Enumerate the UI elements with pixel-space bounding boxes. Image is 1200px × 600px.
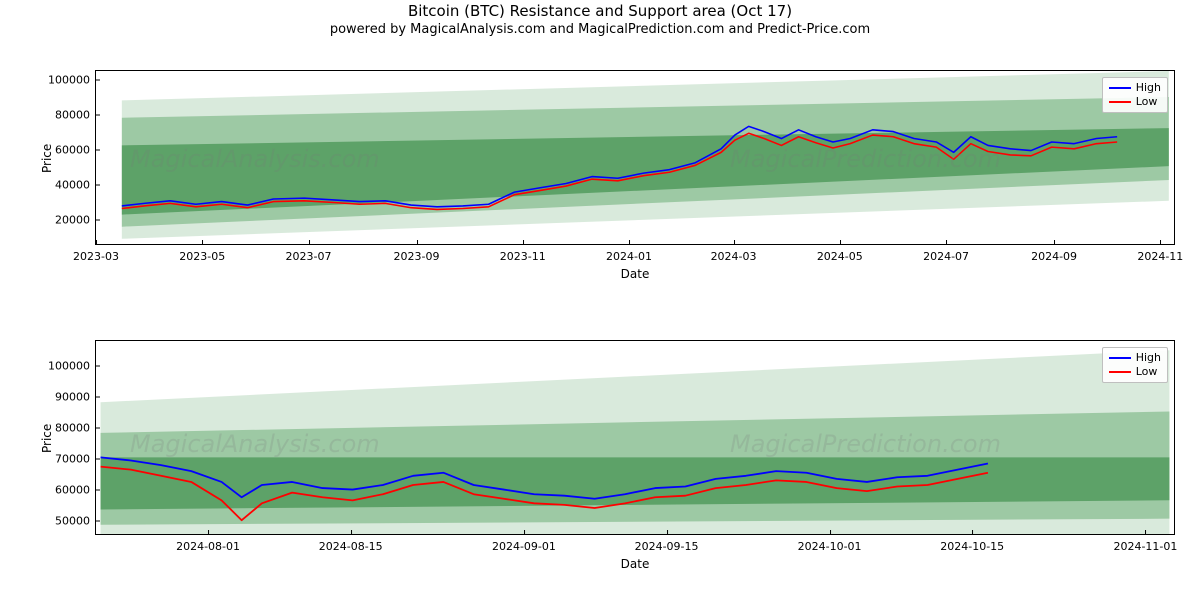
xtick-label: 2024-09 xyxy=(1031,244,1077,263)
legend-swatch xyxy=(1109,357,1131,359)
ytick-label: 100000 xyxy=(48,359,96,372)
ytick-label: 90000 xyxy=(55,390,96,403)
legend-item: High xyxy=(1109,351,1161,365)
xtick-label: 2023-07 xyxy=(286,244,332,263)
ytick-label: 50000 xyxy=(55,514,96,527)
chart-plot-top xyxy=(96,71,1174,244)
xtick-label: 2024-11-01 xyxy=(1113,534,1177,553)
legend-swatch xyxy=(1109,101,1131,103)
legend-item: High xyxy=(1109,81,1161,95)
xtick-label: 2024-01 xyxy=(606,244,652,263)
ytick-label: 60000 xyxy=(55,483,96,496)
xtick-label: 2024-11 xyxy=(1137,244,1183,263)
legend-item: Low xyxy=(1109,95,1161,109)
xtick-label: 2023-11 xyxy=(500,244,546,263)
legend-label: Low xyxy=(1136,365,1158,379)
legend-swatch xyxy=(1109,87,1131,89)
xtick-label: 2024-08-15 xyxy=(319,534,383,553)
legend-label: High xyxy=(1136,351,1161,365)
legend-swatch xyxy=(1109,371,1131,373)
xtick-label: 2024-10-01 xyxy=(798,534,862,553)
xtick-label: 2024-09-15 xyxy=(635,534,699,553)
xtick-label: 2023-05 xyxy=(179,244,225,263)
ylabel-top: Price xyxy=(40,143,54,172)
ytick-label: 100000 xyxy=(48,73,96,86)
xtick-label: 2023-09 xyxy=(394,244,440,263)
figure-title: Bitcoin (BTC) Resistance and Support are… xyxy=(0,2,1200,20)
legend-label: Low xyxy=(1136,95,1158,109)
xtick-label: 2023-03 xyxy=(73,244,119,263)
chart-panel-bottom: HighLow 50000600007000080000900001000002… xyxy=(95,340,1175,535)
ytick-label: 80000 xyxy=(55,108,96,121)
ytick-label: 70000 xyxy=(55,452,96,465)
xtick-label: 2024-10-15 xyxy=(940,534,1004,553)
legend-item: Low xyxy=(1109,365,1161,379)
legend-bottom: HighLow xyxy=(1102,347,1168,383)
xtick-label: 2024-03 xyxy=(711,244,757,263)
xtick-label: 2024-07 xyxy=(923,244,969,263)
xlabel-top: Date xyxy=(95,267,1175,281)
xtick-label: 2024-08-01 xyxy=(176,534,240,553)
ytick-label: 20000 xyxy=(55,213,96,226)
figure-subtitle: powered by MagicalAnalysis.com and Magic… xyxy=(0,22,1200,37)
legend-top: HighLow xyxy=(1102,77,1168,113)
xtick-label: 2024-05 xyxy=(817,244,863,263)
ytick-label: 60000 xyxy=(55,143,96,156)
xlabel-bottom: Date xyxy=(95,557,1175,571)
ylabel-bottom: Price xyxy=(40,423,54,452)
legend-label: High xyxy=(1136,81,1161,95)
chart-panel-top: HighLow 200004000060000800001000002023-0… xyxy=(95,70,1175,245)
xtick-label: 2024-09-01 xyxy=(492,534,556,553)
chart-plot-bottom xyxy=(96,341,1174,534)
figure: Bitcoin (BTC) Resistance and Support are… xyxy=(0,0,1200,600)
ytick-label: 40000 xyxy=(55,178,96,191)
ytick-label: 80000 xyxy=(55,421,96,434)
